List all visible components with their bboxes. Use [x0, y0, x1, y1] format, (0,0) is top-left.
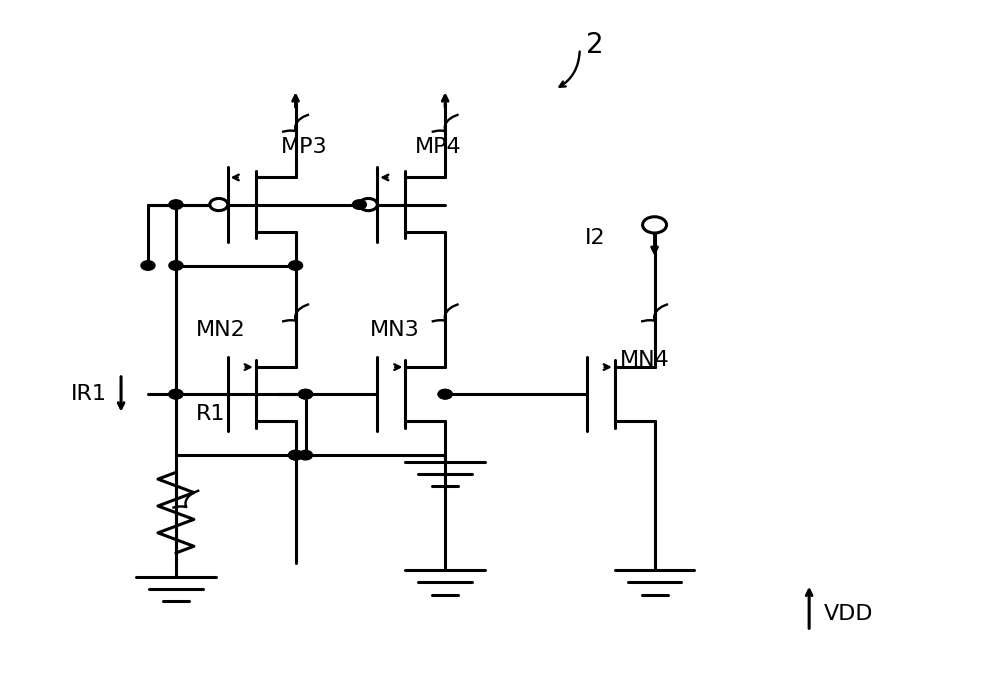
Circle shape	[438, 390, 452, 399]
Circle shape	[169, 200, 183, 209]
Circle shape	[210, 199, 228, 211]
Text: IR1: IR1	[71, 384, 107, 404]
Circle shape	[299, 450, 313, 460]
Text: MN4: MN4	[620, 350, 669, 371]
Text: MN3: MN3	[370, 320, 420, 340]
Circle shape	[169, 260, 183, 270]
Circle shape	[169, 390, 183, 399]
Circle shape	[643, 217, 667, 233]
Text: R1: R1	[196, 405, 225, 424]
Text: MP4: MP4	[415, 137, 462, 157]
Text: MP3: MP3	[281, 137, 327, 157]
Text: 2: 2	[586, 31, 604, 59]
Circle shape	[359, 199, 377, 211]
Circle shape	[141, 260, 155, 270]
Circle shape	[169, 390, 183, 399]
Circle shape	[299, 390, 313, 399]
Circle shape	[289, 260, 303, 270]
Circle shape	[299, 390, 313, 399]
Text: VDD: VDD	[824, 605, 874, 624]
Text: MN2: MN2	[196, 320, 246, 340]
Circle shape	[438, 390, 452, 399]
Text: I2: I2	[585, 228, 605, 248]
Circle shape	[352, 200, 366, 209]
Circle shape	[289, 450, 303, 460]
Circle shape	[289, 450, 303, 460]
